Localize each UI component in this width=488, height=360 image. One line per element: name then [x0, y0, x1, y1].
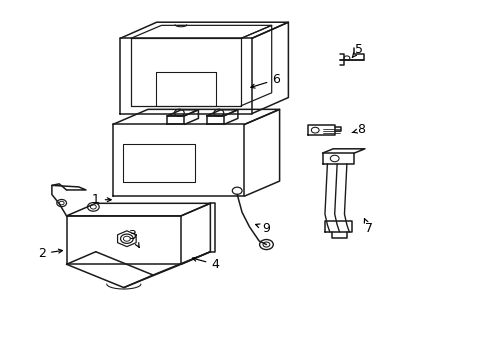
- Text: 6: 6: [250, 73, 280, 88]
- Text: 2: 2: [38, 247, 62, 260]
- Text: 9: 9: [255, 222, 270, 235]
- Text: 7: 7: [364, 219, 372, 235]
- Text: 8: 8: [351, 123, 365, 136]
- Text: 4: 4: [192, 257, 219, 271]
- Text: 1: 1: [92, 193, 111, 206]
- Text: 3: 3: [128, 229, 139, 247]
- Text: 5: 5: [351, 42, 363, 58]
